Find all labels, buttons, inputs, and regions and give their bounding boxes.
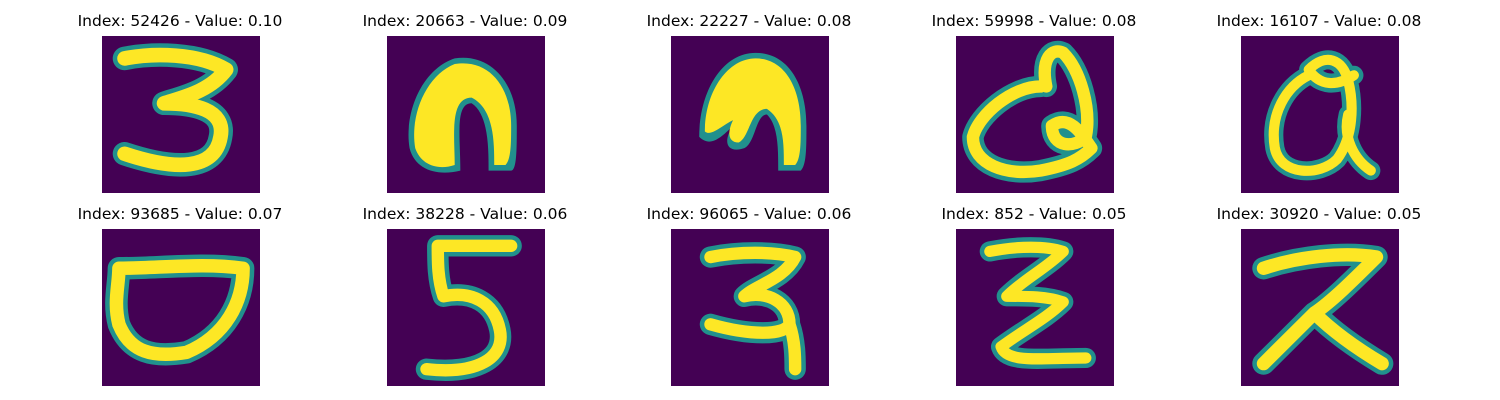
- digit-panel-7: Index: 38228 - Value: 0.06: [335, 205, 595, 386]
- digit-image-6: [102, 229, 260, 386]
- panel-title: Index: 16107 - Value: 0.08: [1216, 12, 1422, 30]
- digit-image-3: [671, 36, 829, 193]
- digit-panel-4: Index: 59998 - Value: 0.08: [904, 12, 1164, 193]
- panel-title: Index: 20663 - Value: 0.09: [362, 12, 568, 30]
- panel-title: Index: 96065 - Value: 0.06: [646, 205, 852, 223]
- digit-panel-1: Index: 52426 - Value: 0.10: [50, 12, 310, 193]
- digit-image-5: [1241, 36, 1399, 193]
- digit-panel-10: Index: 30920 - Value: 0.05: [1189, 205, 1449, 386]
- panel-title: Index: 22227 - Value: 0.08: [646, 12, 852, 30]
- digit-panel-8: Index: 96065 - Value: 0.06: [619, 205, 879, 386]
- digit-image-1: [102, 36, 260, 193]
- panel-title: Index: 30920 - Value: 0.05: [1216, 205, 1422, 223]
- digit-image-10: [1241, 229, 1399, 386]
- digit-image-4: [956, 36, 1114, 193]
- digit-panel-2: Index: 20663 - Value: 0.09: [335, 12, 595, 193]
- panel-title: Index: 52426 - Value: 0.10: [77, 12, 283, 30]
- panel-title: Index: 59998 - Value: 0.08: [931, 12, 1137, 30]
- panel-title: Index: 38228 - Value: 0.06: [362, 205, 568, 223]
- panel-title: Index: 93685 - Value: 0.07: [77, 205, 283, 223]
- panel-title: Index: 852 - Value: 0.05: [941, 205, 1127, 223]
- digit-image-8: [671, 229, 829, 386]
- digit-panel-3: Index: 22227 - Value: 0.08: [619, 12, 879, 193]
- digit-panel-9: Index: 852 - Value: 0.05: [904, 205, 1164, 386]
- digit-panel-5: Index: 16107 - Value: 0.08: [1189, 12, 1449, 193]
- digit-panel-6: Index: 93685 - Value: 0.07: [50, 205, 310, 386]
- digit-image-9: [956, 229, 1114, 386]
- digit-image-7: [387, 229, 545, 386]
- digit-image-2: [387, 36, 545, 193]
